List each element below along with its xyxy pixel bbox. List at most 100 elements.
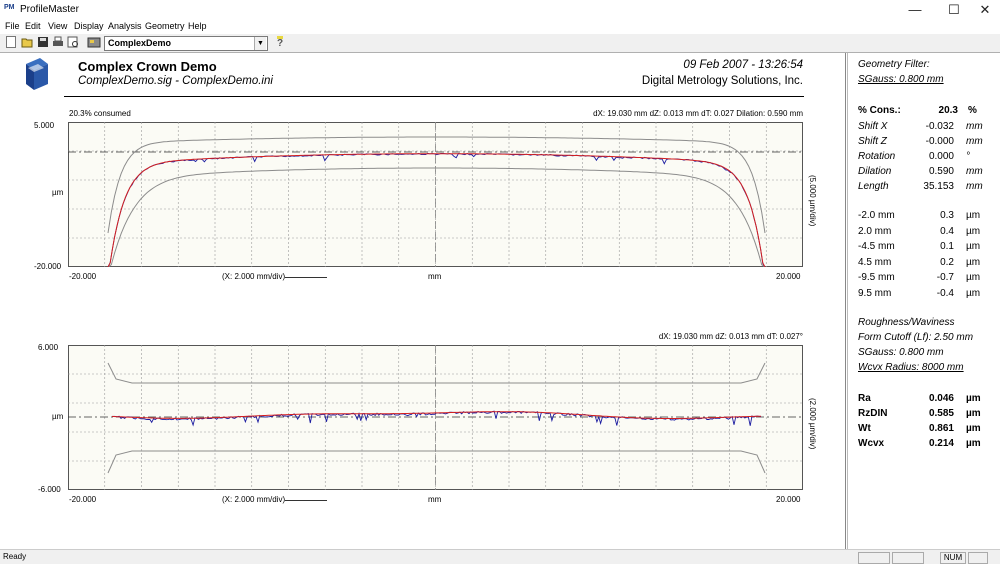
positions-label: 2.0 mm [858,225,892,237]
positions-unit: µm [966,272,981,283]
params-value: 0.590 [928,166,954,177]
menu-geometry[interactable]: Geometry [145,21,185,31]
menu-bar: File Edit View Display Analysis Geometry… [0,20,1000,34]
chart2-x-scale: (X: 2.000 mm/div) [222,495,286,504]
params-value: 0.000 [928,151,954,162]
chart1-y-bottom: -20.000 [34,262,62,271]
report-datetime: 09 Feb 2007 - 13:26:54 [683,59,803,71]
menu-display[interactable]: Display [74,21,104,31]
close-button[interactable]: ✕ [979,2,991,17]
positions-unit: µm [966,287,981,299]
menu-help[interactable]: Help [188,21,207,31]
params-label: Rotation [858,151,896,162]
positions-value: 0.1 [940,241,954,252]
status-bar: Ready NUM [0,549,1000,564]
results-unit: µm [966,423,981,434]
params-label: Shift X [858,121,888,132]
cons-unit: % [968,105,977,116]
results-label: Wcvx [858,438,885,449]
params-value: -0.000 [925,136,954,147]
chart2-info: dX: 19.030 mm dZ: 0.013 mm dT: 0.027° [658,332,803,341]
chart1-info: dX: 19.030 mm dZ: 0.013 mm dT: 0.027 Dil… [593,109,803,118]
print-icon[interactable] [52,36,64,48]
chart2-x-right: 20.000 [776,495,801,504]
profile-combo-value: ComplexDemo [108,38,172,48]
upper-tolerance-line [107,362,766,384]
chart2-y-scale: (2.000 µm/div) [808,398,817,450]
geom-filter-label: Geometry Filter: [858,59,930,70]
header-rule [64,96,804,97]
chart1-x-scale: (X: 2.000 mm/div) [222,272,286,281]
positions-unit: µm [966,225,981,237]
new-icon[interactable] [6,36,16,48]
chart2-x-left: -20.000 [69,495,97,504]
menu-edit[interactable]: Edit [25,21,41,31]
save-icon[interactable] [37,36,49,48]
positions-unit: µm [966,210,981,221]
minimize-button[interactable]: — [908,2,922,17]
results-unit: µm [966,393,981,404]
report-title: Complex Crown Demo [78,59,217,74]
params-unit: mm [966,136,983,147]
cons-value: 20.3 [938,105,958,116]
chart2-y-bottom: -6.000 [38,485,61,494]
settings-icon[interactable] [87,36,101,48]
chart1-x-unit: mm [428,272,442,281]
positions-value: 0.2 [940,256,954,268]
chart1-scale-bar [285,277,327,278]
status-cell-4 [968,552,988,564]
print-preview-icon[interactable] [67,36,79,48]
positions-label: -2.0 mm [858,210,895,221]
positions-value: 0.3 [940,210,954,221]
chevron-down-icon[interactable]: ▼ [254,37,266,50]
open-icon[interactable] [21,36,33,48]
chart2-y-top: 6.000 [38,343,59,352]
maximize-button[interactable]: ☐ [948,2,960,17]
help-icon[interactable]: ? [274,36,286,49]
geom-filter-value: SGauss: 0.800 mm [858,74,944,85]
chart1-plot [68,122,803,267]
menu-view[interactable]: View [48,21,68,31]
params-unit: ° [966,151,970,162]
params-value: -0.032 [925,121,954,132]
toolbar: ComplexDemo ▼ ? [0,34,1000,53]
params-value: 35.153 [923,181,954,192]
title-bar: PM ProfileMaster — ☐ ✕ [0,0,1000,20]
positions-value: 0.4 [940,225,954,237]
chart1-y-scale: (5.000 µm/div) [808,175,817,227]
positions-label: 9.5 mm [858,287,892,299]
app-logo-icon: PM [4,4,15,11]
fitted-profile [107,153,766,267]
positions-label: -9.5 mm [858,272,895,283]
measured-profile [107,152,766,267]
results-value: 0.861 [928,423,954,434]
chart1-y-unit: µm [52,188,64,197]
menu-analysis[interactable]: Analysis [108,21,142,31]
profile-combo[interactable]: ComplexDemo ▼ [104,36,268,51]
results-panel: Geometry Filter: SGauss: 0.800 mm % Cons… [847,53,1000,549]
results-value: 0.214 [928,438,954,449]
status-cell-1 [858,552,890,564]
cons-label: % Cons.: [858,105,901,116]
positions-value: -0.4 [936,287,954,299]
report-area: Complex Crown Demo ComplexDemo.sig - Com… [0,53,846,549]
dms-logo-icon [24,58,50,92]
params-label: Shift Z [858,136,887,147]
chart1-consumed: 20.3% consumed [69,109,131,118]
results-value: 0.585 [928,408,954,419]
chart2-plot [68,345,803,490]
chart2-x-unit: mm [428,495,442,504]
chart1-y-top: 5.000 [34,121,55,130]
rw-sgauss: SGauss: 0.800 mm [858,347,944,358]
positions-label: 4.5 mm [858,256,892,268]
status-text: Ready [3,552,27,561]
menu-file[interactable]: File [5,21,20,31]
status-cell-2 [892,552,924,564]
results-label: Ra [858,393,871,404]
waviness-profile [111,411,762,419]
chart1-x-left: -20.000 [69,272,97,281]
num-lock-indicator: NUM [940,552,966,564]
params-unit: mm [966,166,983,177]
positions-unit: µm [966,241,981,252]
positions-label: -4.5 mm [858,241,895,252]
